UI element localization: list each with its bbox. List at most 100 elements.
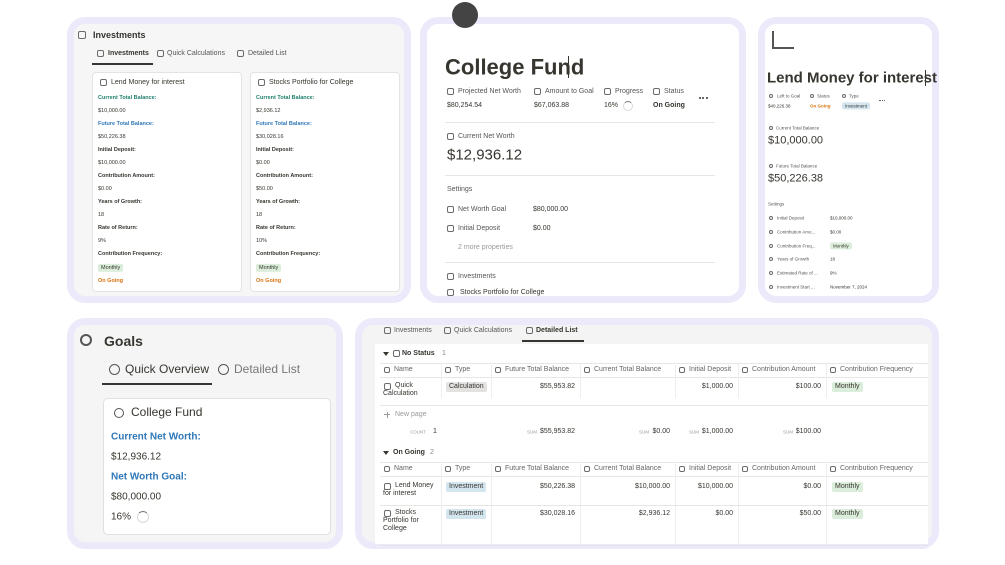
column-header: Current Total Balance	[594, 365, 662, 373]
property-label: Left to Goal	[777, 93, 801, 99]
icon	[97, 50, 104, 57]
property-label: Type	[849, 93, 859, 99]
column-header: Type	[455, 464, 471, 472]
property-label: Progress	[615, 87, 644, 95]
page-title: Lend Money for interest	[767, 69, 938, 87]
new-page[interactable]: New page	[395, 410, 427, 418]
icon	[445, 367, 451, 373]
divider	[380, 377, 928, 378]
icon	[157, 50, 164, 57]
icon	[495, 367, 501, 373]
group-name: No Status	[402, 349, 435, 357]
tag: Monthly	[830, 242, 852, 250]
column-divider	[826, 363, 827, 398]
icon	[769, 94, 773, 98]
more-button	[699, 97, 708, 99]
icon	[769, 285, 773, 289]
field-value: $0.00	[98, 185, 112, 192]
property-value: 9%	[830, 270, 837, 276]
cell: $30,028.16	[539, 509, 575, 517]
tab[interactable]: Detailed List	[536, 326, 578, 334]
field-label: Current Total Balance:	[98, 94, 157, 101]
icon	[604, 88, 611, 95]
column-divider	[491, 462, 492, 544]
field-label: Years of Growth:	[256, 198, 301, 205]
panel-title: Investments	[93, 29, 146, 40]
cell: $50,226.38	[539, 482, 575, 490]
icon	[114, 408, 124, 418]
field-value: $2,936.12	[256, 107, 281, 114]
tag: Monthly	[98, 263, 124, 273]
footer-label: SUM	[689, 429, 699, 435]
property-value: $50,226.38	[768, 172, 824, 185]
cursor	[568, 56, 569, 78]
column-header: Current Total Balance	[594, 464, 662, 472]
property-label: Investment Start ...	[777, 284, 815, 290]
tab-underline	[522, 340, 584, 342]
icon	[444, 327, 451, 334]
column-divider	[826, 462, 827, 544]
more-properties[interactable]: 2 more properties	[458, 243, 513, 251]
icon	[769, 243, 773, 248]
cell: $0.00	[803, 482, 821, 490]
tag: Monthly	[832, 508, 863, 520]
icon	[679, 367, 685, 373]
icon	[769, 271, 773, 276]
card-title: Stocks Portfolio for College	[269, 78, 354, 86]
tab[interactable]: Quick Calculations	[454, 326, 512, 334]
icon	[78, 31, 86, 39]
field-value: $80,000.00	[111, 491, 162, 503]
cell: $10,000.00	[634, 482, 670, 490]
property-label: Projected Net Worth	[458, 87, 521, 95]
progress-ring	[137, 511, 149, 523]
cell: $2,936.12	[638, 509, 670, 517]
tab[interactable]: Quick Calculations	[167, 49, 225, 57]
tab[interactable]: Investments	[108, 49, 149, 57]
field-label: Net Worth Goal:	[111, 471, 187, 483]
icon	[447, 273, 454, 280]
icon	[769, 126, 773, 130]
icon	[447, 88, 454, 95]
property-value: $80,000.00	[533, 205, 569, 213]
tab[interactable]: Detailed List	[234, 362, 301, 377]
property-label: Future Total Balance	[776, 163, 818, 169]
field-label: Years of Growth:	[98, 198, 143, 205]
field-value: $12,936.12	[111, 451, 162, 463]
icon	[100, 79, 107, 86]
icon	[384, 466, 390, 472]
property-value: 16%	[604, 101, 619, 109]
card	[250, 72, 400, 292]
footer-value: $0.00	[652, 427, 670, 435]
property-label: Net Worth Goal	[458, 205, 507, 213]
property-value: $12,936.12	[447, 146, 523, 164]
property-value: $10,000.00	[768, 134, 824, 147]
card	[92, 72, 242, 292]
column-divider	[580, 462, 581, 544]
property-value: $67,063.88	[534, 101, 570, 109]
icon	[447, 289, 454, 296]
panel-title: Goals	[104, 332, 143, 349]
divider	[380, 405, 928, 406]
icon	[769, 216, 773, 220]
column-divider	[580, 363, 581, 398]
icon	[769, 229, 773, 234]
icon	[384, 383, 391, 390]
tab[interactable]: Quick Overview	[125, 362, 210, 377]
panel	[758, 17, 939, 303]
tab[interactable]: Investments	[394, 326, 432, 334]
property-label: Investments	[458, 272, 496, 280]
icon	[393, 350, 400, 357]
progress-ring	[623, 101, 633, 111]
column-header: Type	[455, 365, 471, 373]
tab[interactable]: Detailed List	[248, 49, 287, 57]
property-label: Status	[817, 93, 830, 99]
field-value: $50,226.38	[98, 133, 126, 140]
icon	[495, 466, 501, 472]
property-label: Estimated Rate of ...	[777, 270, 818, 276]
section-label: Settings	[447, 185, 473, 193]
cursor	[925, 70, 926, 86]
relation-item: Stocks Portfolio for College	[460, 288, 545, 296]
property-value: $80,254.54	[447, 101, 483, 109]
field-label: Initial Deposit:	[256, 146, 294, 153]
icon	[447, 133, 454, 140]
